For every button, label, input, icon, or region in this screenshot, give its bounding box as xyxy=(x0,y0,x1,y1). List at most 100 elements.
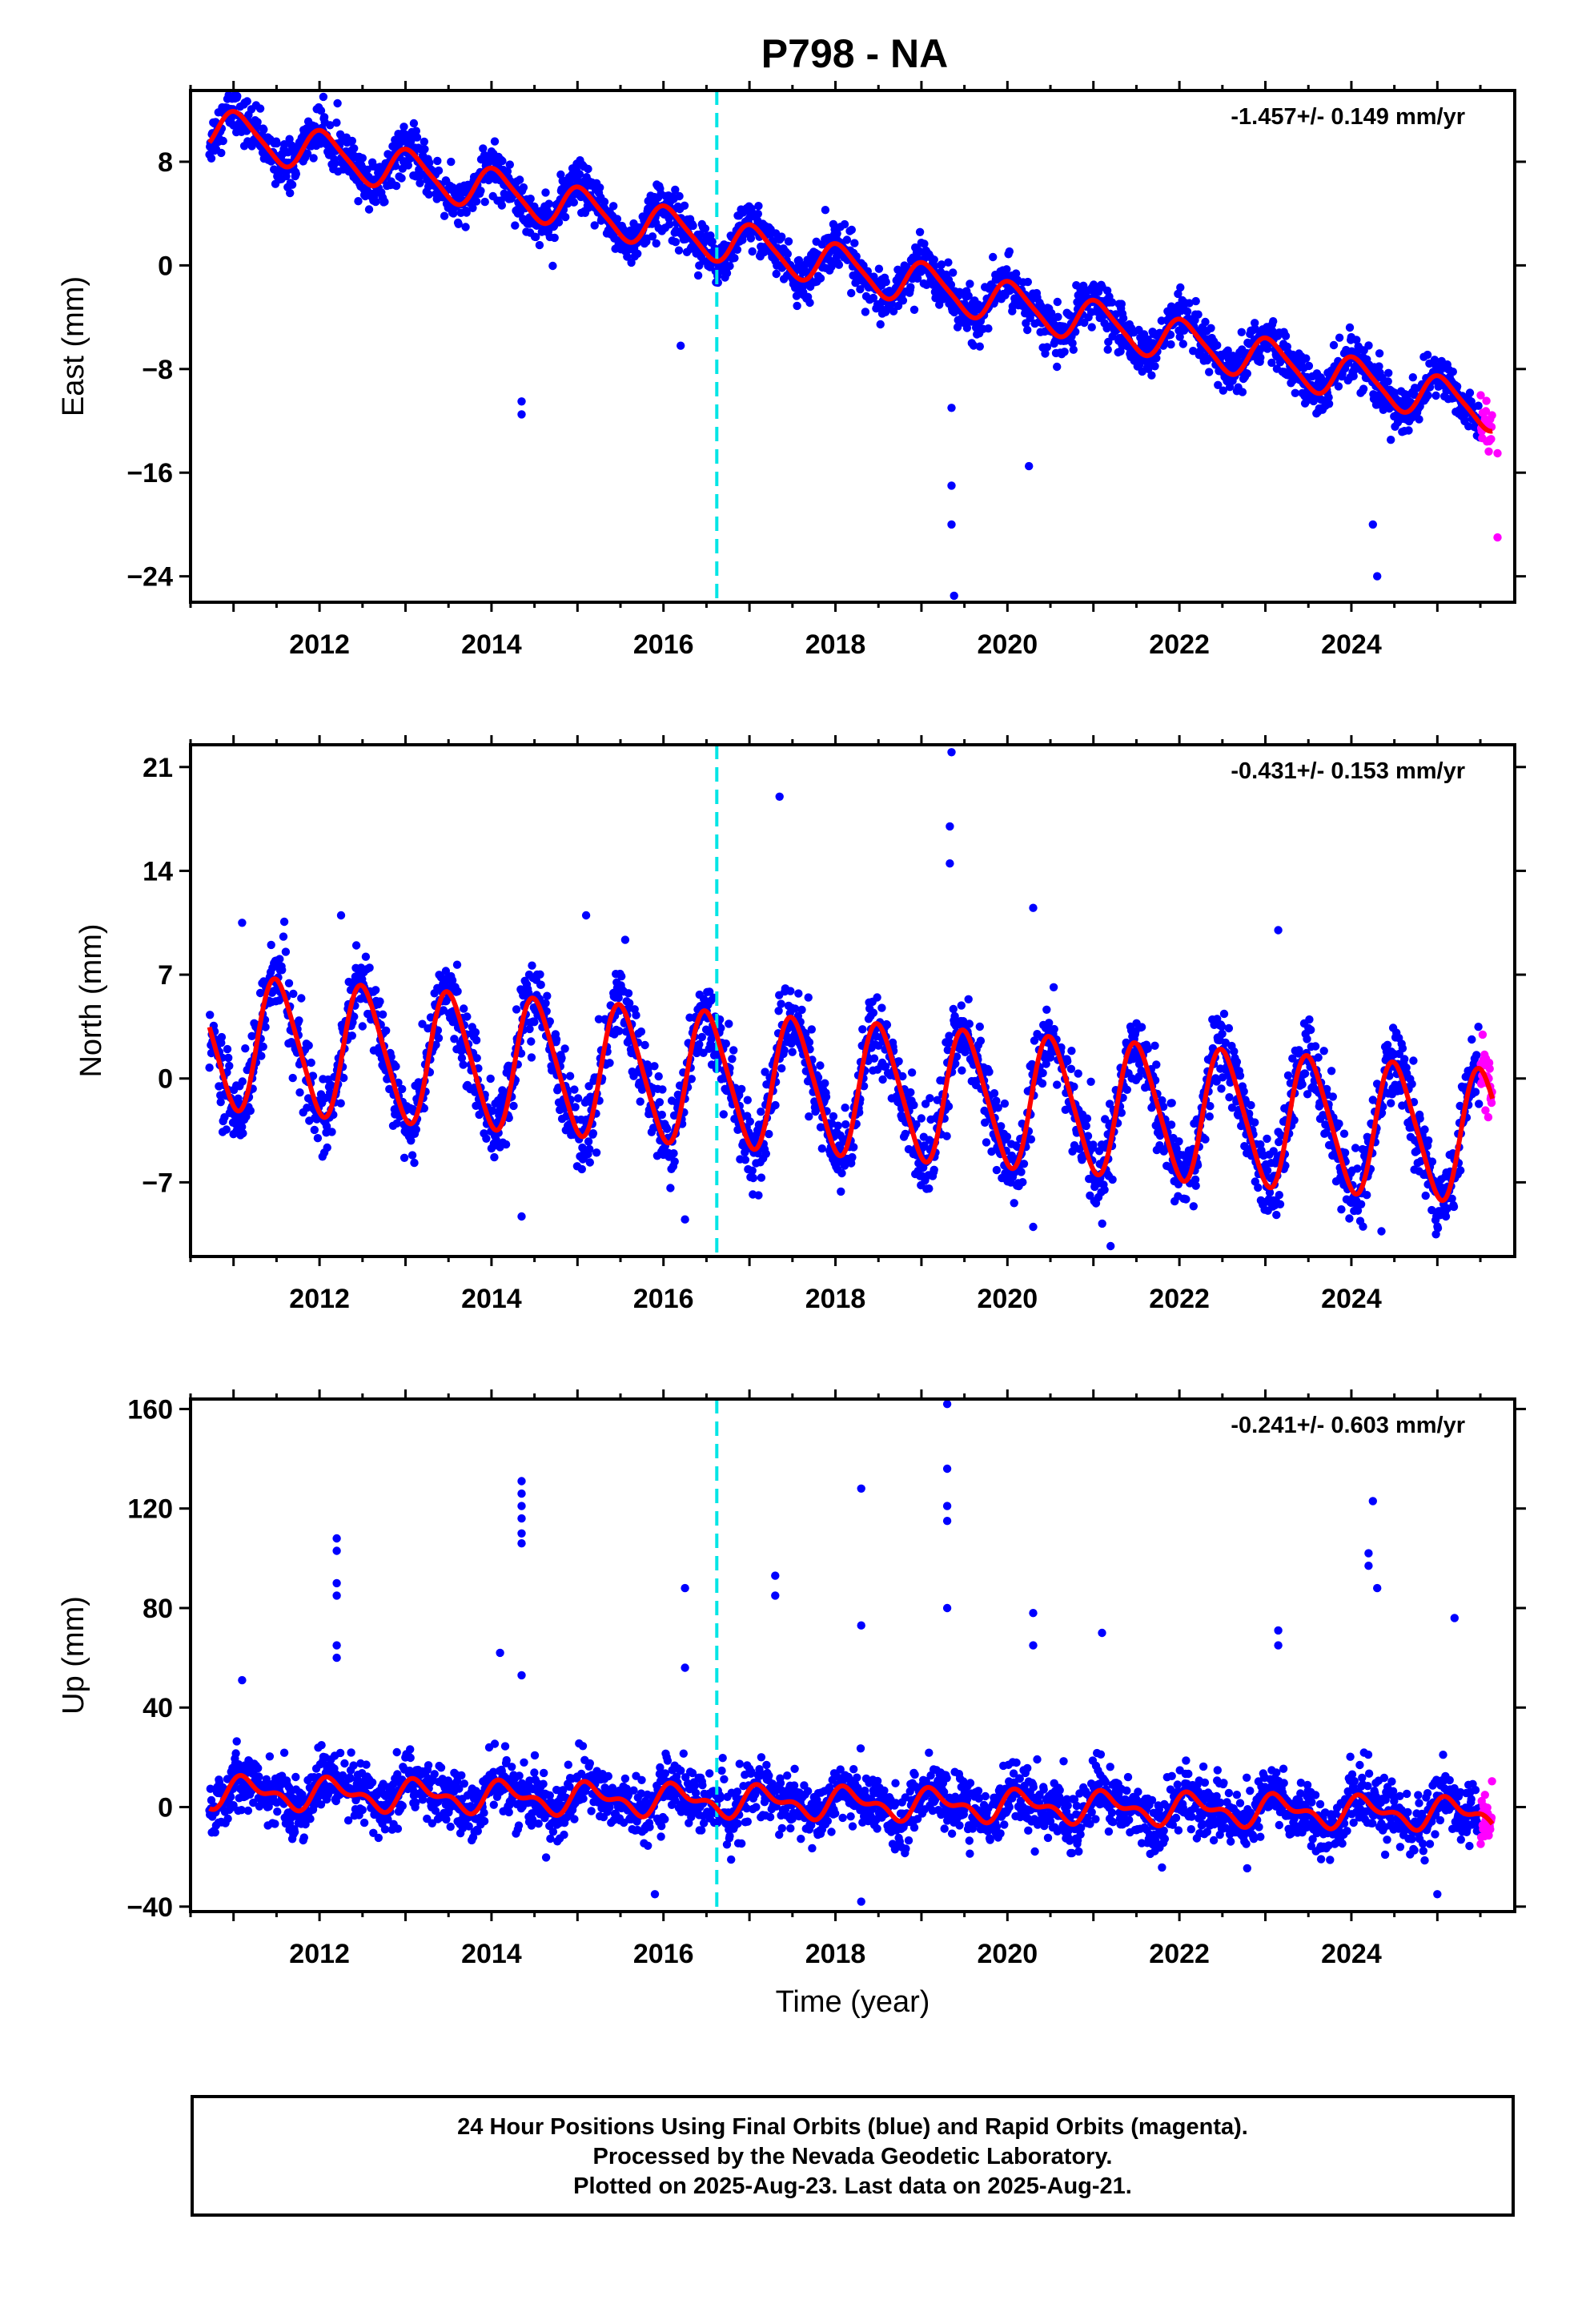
x-tick-label: 2012 xyxy=(289,629,350,660)
final-orbit-point xyxy=(605,1059,614,1068)
final-orbit-point xyxy=(544,199,553,208)
final-orbit-point xyxy=(791,1004,800,1013)
final-orbit-point xyxy=(1339,1129,1349,1138)
final-orbit-point xyxy=(516,175,524,184)
final-orbit-point xyxy=(657,1110,666,1120)
final-orbit-point xyxy=(1069,345,1078,354)
final-orbit-point xyxy=(609,202,618,211)
final-orbit-point xyxy=(486,1074,495,1084)
rapid-orbit-point xyxy=(1484,447,1493,456)
final-orbit-point xyxy=(848,1152,857,1162)
final-orbit-point xyxy=(898,1072,907,1081)
final-orbit-point xyxy=(400,1153,409,1163)
final-orbit-point xyxy=(833,1121,842,1130)
final-orbit-point xyxy=(527,1053,536,1062)
final-orbit-point xyxy=(777,999,785,1008)
final-orbit-point xyxy=(471,1027,480,1037)
final-orbit-point xyxy=(407,137,416,146)
final-orbit-point xyxy=(840,1161,849,1170)
final-orbit-point xyxy=(1150,1041,1159,1051)
final-orbit-point xyxy=(420,137,428,147)
final-orbit-point xyxy=(745,1117,754,1126)
final-orbit-point xyxy=(913,274,922,283)
final-orbit-point xyxy=(241,1044,250,1053)
final-orbit-point xyxy=(1063,1056,1072,1066)
final-orbit-point xyxy=(614,993,623,1003)
final-orbit-point xyxy=(669,1149,678,1158)
final-orbit-point xyxy=(717,1023,725,1033)
final-orbit-point xyxy=(295,1088,304,1097)
final-orbit-point xyxy=(687,1075,696,1084)
final-orbit-point xyxy=(780,1046,789,1055)
final-orbit-point xyxy=(530,202,539,211)
final-orbit-point xyxy=(784,237,793,246)
final-orbit-point xyxy=(987,1147,996,1156)
final-orbit-point xyxy=(575,170,584,179)
final-orbit-point xyxy=(965,1019,974,1028)
final-orbit-point xyxy=(753,209,762,219)
final-orbit-point xyxy=(915,227,925,236)
final-orbit-point xyxy=(858,1025,867,1034)
final-orbit-point xyxy=(805,298,814,308)
final-orbit-point xyxy=(425,159,434,167)
final-orbit-point xyxy=(1185,299,1194,308)
final-orbit-point xyxy=(457,1054,467,1063)
outlier-point xyxy=(1368,520,1378,529)
final-orbit-point xyxy=(1474,401,1483,410)
final-orbit-point xyxy=(869,293,878,303)
final-orbit-point xyxy=(1103,345,1112,354)
final-orbit-point xyxy=(945,1038,954,1047)
final-orbit-point xyxy=(964,995,973,1004)
final-orbit-point xyxy=(1191,1181,1200,1190)
final-orbit-point xyxy=(1327,1067,1336,1076)
final-orbit-point xyxy=(1267,358,1276,368)
final-orbit-point xyxy=(1086,1077,1095,1087)
final-orbit-point xyxy=(223,1044,232,1054)
final-orbit-point xyxy=(1213,341,1222,350)
final-orbit-point xyxy=(279,140,289,149)
final-orbit-point xyxy=(829,1112,838,1121)
final-orbit-point xyxy=(1068,339,1077,348)
final-orbit-point xyxy=(666,1184,675,1192)
final-orbit-point xyxy=(452,960,462,969)
final-orbit-point xyxy=(476,187,485,195)
final-orbit-point xyxy=(856,285,865,294)
final-orbit-point xyxy=(590,221,599,230)
final-orbit-point xyxy=(1239,1087,1248,1096)
final-orbit-point xyxy=(1053,362,1062,372)
final-orbit-point xyxy=(239,1129,247,1138)
final-orbit-point xyxy=(813,1073,823,1082)
final-orbit-point xyxy=(1314,1053,1323,1062)
final-orbit-point xyxy=(288,1073,297,1083)
final-orbit-point xyxy=(400,123,408,131)
final-orbit-point xyxy=(308,1072,318,1080)
final-orbit-point xyxy=(1272,1210,1281,1220)
outlier-point xyxy=(1025,461,1034,471)
final-orbit-point xyxy=(1005,247,1014,256)
final-orbit-point xyxy=(1227,1104,1237,1112)
final-orbit-point xyxy=(1038,1079,1047,1088)
final-orbit-point xyxy=(945,1031,954,1040)
final-orbit-point xyxy=(1281,332,1291,340)
final-orbit-point xyxy=(358,154,367,163)
final-orbit-point xyxy=(420,1104,428,1113)
final-orbit-point xyxy=(719,1110,728,1119)
final-orbit-point xyxy=(1329,340,1339,350)
final-orbit-point xyxy=(708,237,717,246)
final-orbit-point xyxy=(238,1122,247,1132)
final-orbit-point xyxy=(648,232,657,241)
final-orbit-point xyxy=(1265,1188,1275,1197)
final-orbit-point xyxy=(1300,1069,1310,1078)
final-orbit-point xyxy=(1359,1222,1367,1231)
final-orbit-point xyxy=(757,1108,765,1116)
final-orbit-point xyxy=(874,264,884,273)
final-orbit-point xyxy=(1364,341,1373,350)
final-orbit-point xyxy=(757,1173,766,1182)
final-orbit-point xyxy=(351,941,361,950)
final-orbit-point xyxy=(222,1125,231,1134)
final-orbit-point xyxy=(350,1012,359,1021)
final-orbit-point xyxy=(570,1085,579,1094)
final-orbit-point xyxy=(754,202,763,211)
final-orbit-point xyxy=(303,149,312,158)
